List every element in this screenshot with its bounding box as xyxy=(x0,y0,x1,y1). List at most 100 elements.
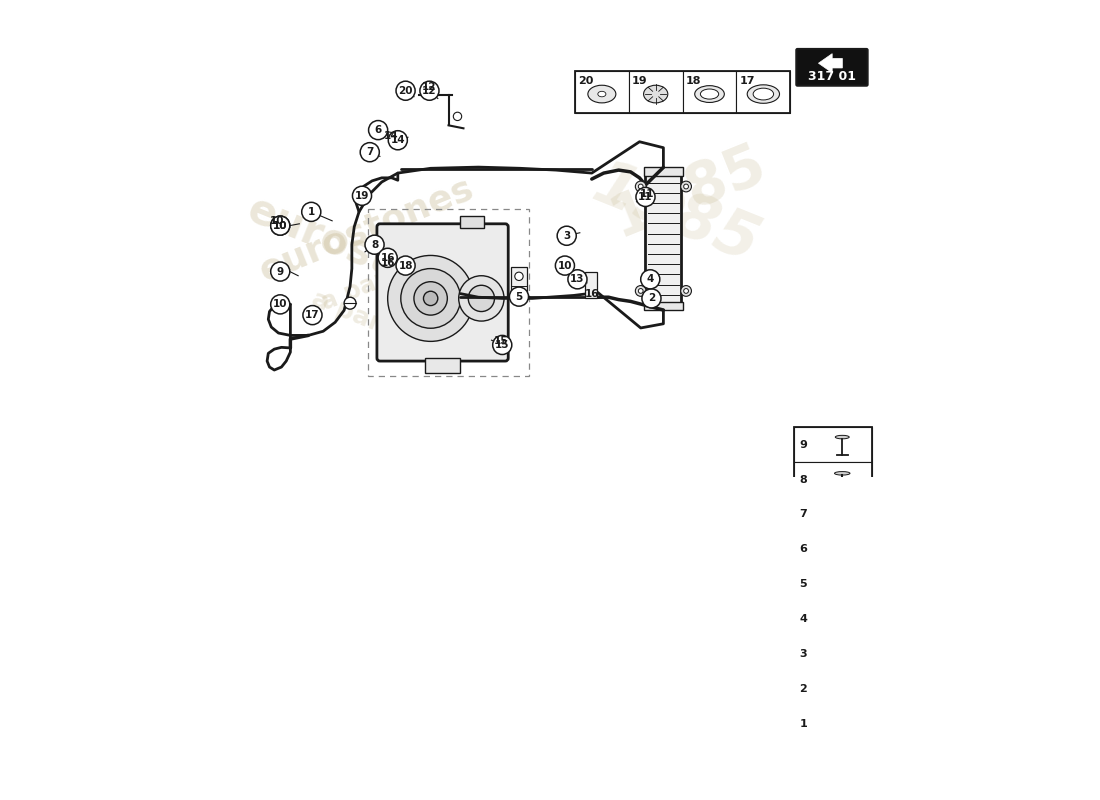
Circle shape xyxy=(640,270,660,289)
Text: 1: 1 xyxy=(800,718,807,729)
Bar xyxy=(575,70,629,113)
Circle shape xyxy=(835,542,849,556)
Text: 4: 4 xyxy=(800,614,807,624)
Circle shape xyxy=(388,130,407,150)
Circle shape xyxy=(829,536,856,562)
Text: 18: 18 xyxy=(685,76,701,86)
Text: eurostones: eurostones xyxy=(254,170,478,288)
Circle shape xyxy=(837,613,847,622)
Text: 20: 20 xyxy=(398,86,412,96)
Ellipse shape xyxy=(597,91,606,97)
Circle shape xyxy=(684,184,689,189)
Bar xyxy=(794,671,871,706)
Circle shape xyxy=(636,181,646,192)
Circle shape xyxy=(396,81,415,100)
Bar xyxy=(368,209,529,376)
Bar xyxy=(683,70,736,113)
Circle shape xyxy=(344,298,356,309)
Text: 19: 19 xyxy=(355,190,370,201)
FancyBboxPatch shape xyxy=(377,224,508,361)
Text: 5: 5 xyxy=(515,292,522,302)
Ellipse shape xyxy=(832,615,854,620)
Circle shape xyxy=(352,186,372,206)
Bar xyxy=(794,427,871,741)
Circle shape xyxy=(271,295,289,314)
Circle shape xyxy=(271,216,289,235)
Text: 10: 10 xyxy=(558,261,572,270)
Ellipse shape xyxy=(834,714,850,718)
Bar xyxy=(575,70,790,113)
Text: 17: 17 xyxy=(739,76,755,86)
Circle shape xyxy=(420,81,439,100)
Bar xyxy=(794,706,871,741)
Text: 17: 17 xyxy=(305,310,320,320)
Ellipse shape xyxy=(747,85,780,103)
Circle shape xyxy=(638,289,644,294)
Circle shape xyxy=(368,121,387,140)
Text: 12: 12 xyxy=(422,82,437,91)
Circle shape xyxy=(271,216,289,235)
Circle shape xyxy=(302,306,322,325)
Circle shape xyxy=(360,142,379,162)
Text: 10: 10 xyxy=(273,221,287,230)
Circle shape xyxy=(568,270,587,289)
Circle shape xyxy=(829,572,855,597)
Circle shape xyxy=(469,286,495,311)
Circle shape xyxy=(453,112,462,121)
Bar xyxy=(794,462,871,497)
Circle shape xyxy=(558,226,576,246)
Circle shape xyxy=(556,256,574,275)
Text: 317 01: 317 01 xyxy=(808,70,856,83)
Text: eurostones: eurostones xyxy=(241,188,500,326)
Circle shape xyxy=(424,291,438,306)
Text: 2: 2 xyxy=(648,294,656,303)
Text: 20: 20 xyxy=(578,76,593,86)
Ellipse shape xyxy=(754,88,773,100)
Text: 9: 9 xyxy=(277,266,284,277)
Bar xyxy=(794,566,871,602)
Bar xyxy=(512,266,527,300)
Text: 16: 16 xyxy=(381,258,395,267)
Circle shape xyxy=(387,255,474,342)
Text: 7: 7 xyxy=(366,147,373,157)
Text: 4: 4 xyxy=(647,274,654,284)
Ellipse shape xyxy=(701,89,718,99)
Text: 16: 16 xyxy=(381,253,395,263)
Ellipse shape xyxy=(834,679,850,683)
Circle shape xyxy=(509,287,528,306)
Text: 10: 10 xyxy=(270,216,285,226)
Text: 7: 7 xyxy=(800,510,807,519)
Text: 9: 9 xyxy=(800,440,807,450)
Text: a parts: a parts xyxy=(318,258,415,315)
Ellipse shape xyxy=(832,510,854,518)
Text: 6: 6 xyxy=(374,125,382,135)
Text: 1985: 1985 xyxy=(583,154,767,275)
Circle shape xyxy=(271,262,289,281)
Text: 19: 19 xyxy=(631,76,648,86)
Bar xyxy=(794,427,871,462)
Circle shape xyxy=(642,289,661,308)
Ellipse shape xyxy=(695,86,724,102)
Bar xyxy=(461,216,484,228)
Text: 14: 14 xyxy=(383,131,398,141)
Text: 18: 18 xyxy=(398,261,412,270)
Text: a parts: a parts xyxy=(308,286,410,346)
Bar xyxy=(644,167,683,176)
Text: 8: 8 xyxy=(371,240,378,250)
Text: 1985: 1985 xyxy=(602,134,774,248)
Text: 13: 13 xyxy=(570,274,585,284)
Bar xyxy=(646,174,681,303)
Circle shape xyxy=(515,272,524,281)
Circle shape xyxy=(493,335,512,354)
Bar xyxy=(425,358,461,373)
Ellipse shape xyxy=(587,86,616,103)
Circle shape xyxy=(681,286,692,296)
Ellipse shape xyxy=(644,86,668,103)
Text: 15: 15 xyxy=(494,336,508,346)
Ellipse shape xyxy=(835,471,850,475)
Text: 10: 10 xyxy=(273,221,287,230)
Circle shape xyxy=(636,286,646,296)
Text: 3: 3 xyxy=(563,230,570,241)
Ellipse shape xyxy=(835,435,849,439)
Text: 8: 8 xyxy=(800,474,807,485)
